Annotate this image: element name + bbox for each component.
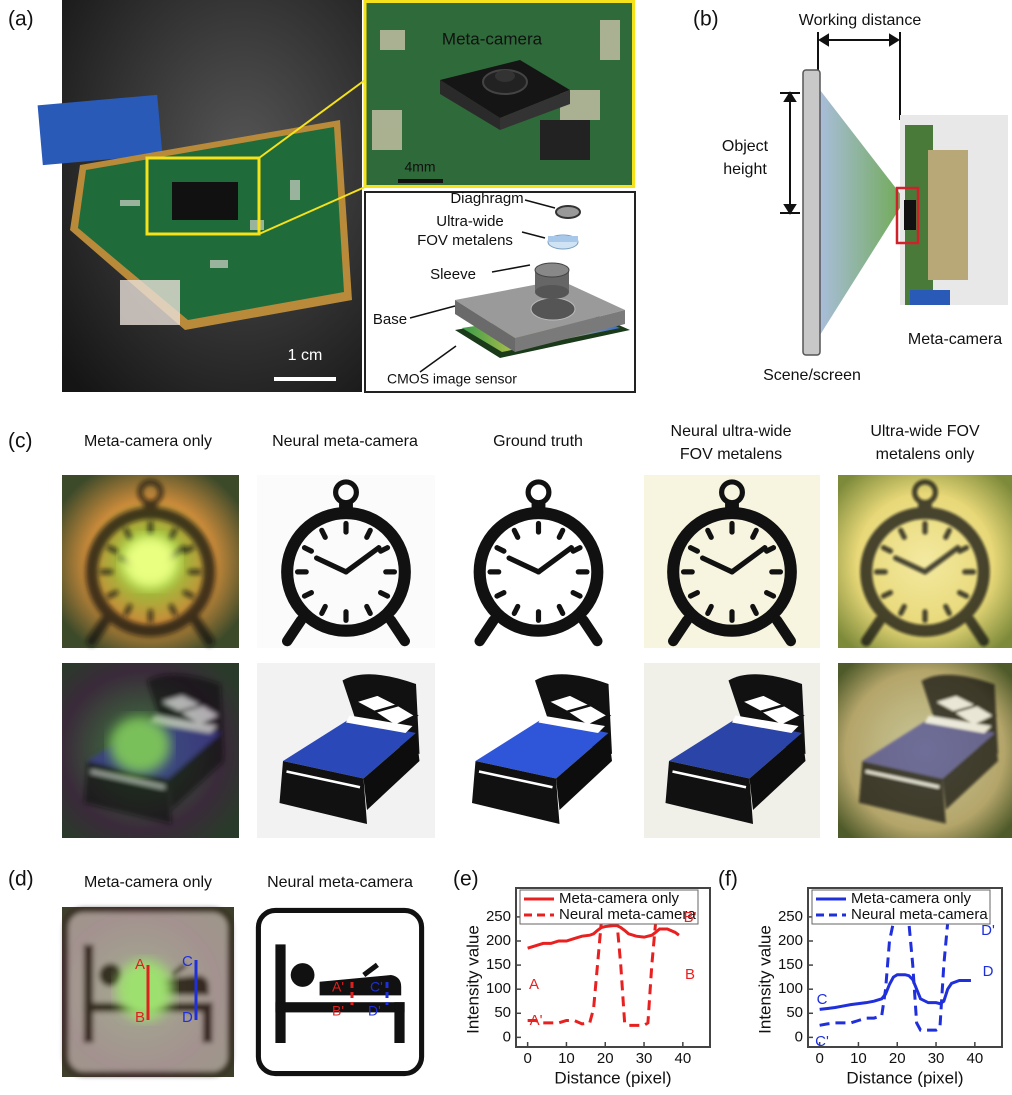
column-title: FOV metalens	[680, 446, 782, 463]
x-axis-label: Distance (pixel)	[554, 1068, 671, 1087]
y-tick-label: 150	[486, 956, 511, 973]
x-tick-label: 0	[523, 1050, 531, 1067]
panel-label: (b)	[693, 8, 719, 31]
x-axis-label: Distance (pixel)	[846, 1068, 963, 1087]
marker-label: C'	[370, 979, 383, 995]
data-line	[528, 922, 679, 1026]
y-tick-label: 50	[786, 1004, 803, 1021]
x-tick-label: 20	[889, 1050, 906, 1067]
height-label: Object	[722, 138, 769, 155]
marker-label: D	[182, 1009, 193, 1026]
part-label: FOV metalens	[417, 232, 513, 249]
scene-diagram	[780, 32, 1008, 355]
panel-label: (d)	[8, 868, 34, 891]
y-axis-label: Intensity value	[755, 925, 774, 1034]
screen-label: Scene/screen	[763, 367, 861, 384]
part-label: CMOS image sensor	[387, 371, 517, 387]
column-title: Ground truth	[493, 433, 583, 450]
column-title: Neural meta-camera	[267, 874, 413, 891]
y-tick-label: 0	[795, 1028, 803, 1045]
column-title: Meta-camera only	[84, 874, 212, 891]
distance-label: Working distance	[799, 12, 922, 29]
annotation: C'	[815, 1033, 829, 1050]
y-tick-label: 200	[486, 932, 511, 949]
inset-title: Meta-camera	[442, 29, 543, 48]
annotation: B'	[684, 909, 697, 926]
figure: (a) 1 cm Meta-camera 4mm Diaghragm Ultra…	[0, 0, 1012, 1095]
marker-label: A	[135, 956, 145, 973]
y-tick-label: 250	[486, 908, 511, 925]
scale-label: 1 cm	[288, 347, 323, 364]
x-tick-label: 10	[850, 1050, 867, 1067]
x-tick-label: 40	[966, 1050, 983, 1067]
part-label: Ultra-wide	[436, 213, 504, 230]
panel-label: (a)	[8, 8, 34, 31]
y-tick-label: 150	[778, 956, 803, 973]
part-label: Sleeve	[430, 266, 476, 283]
profile-images	[62, 907, 422, 1077]
panel-label: (f)	[718, 868, 738, 891]
panel-label: (e)	[453, 868, 479, 891]
legend-label: Neural meta-camera	[559, 906, 696, 923]
camera-label: Meta-camera	[908, 331, 1002, 348]
marker-label: B'	[332, 1003, 344, 1019]
y-tick-label: 100	[486, 980, 511, 997]
marker-label: B	[135, 1009, 145, 1026]
annotation: A'	[530, 1012, 543, 1029]
x-tick-label: 40	[674, 1050, 691, 1067]
annotation: B	[685, 966, 695, 983]
y-tick-label: 250	[778, 908, 803, 925]
x-tick-label: 20	[597, 1050, 614, 1067]
part-label: Base	[373, 311, 407, 328]
panel-label: (c)	[8, 430, 33, 453]
x-tick-label: 30	[928, 1050, 945, 1067]
column-title: metalens only	[876, 446, 975, 463]
column-title: Meta-camera only	[84, 433, 212, 450]
y-tick-label: 200	[778, 932, 803, 949]
y-tick-label: 50	[494, 1004, 511, 1021]
annotation: A	[529, 976, 539, 993]
x-tick-label: 0	[815, 1050, 823, 1067]
legend-label: Meta-camera only	[851, 890, 972, 907]
inset-scale: 4mm	[404, 159, 435, 175]
annotation: D'	[981, 922, 995, 939]
annotation: C	[817, 991, 828, 1008]
x-tick-label: 30	[636, 1050, 653, 1067]
y-tick-label: 0	[503, 1028, 511, 1045]
column-title: Ultra-wide FOV	[870, 423, 980, 440]
image-grid	[62, 475, 1012, 838]
y-axis-label: Intensity value	[463, 925, 482, 1034]
legend-label: Meta-camera only	[559, 890, 680, 907]
marker-label: C	[182, 953, 193, 970]
data-line	[820, 975, 971, 1010]
page: {"panel_labels": ["(a)", "(b)", "(c)", "…	[0, 0, 1012, 1095]
height-label: height	[723, 161, 767, 178]
column-title: Neural ultra-wide	[671, 423, 792, 440]
annotation: D	[983, 963, 994, 980]
legend-label: Neural meta-camera	[851, 906, 988, 923]
x-tick-label: 10	[558, 1050, 575, 1067]
marker-label: D'	[368, 1003, 381, 1019]
column-title: Neural meta-camera	[272, 433, 418, 450]
part-label: Diaghragm	[450, 190, 523, 207]
y-tick-label: 100	[778, 980, 803, 997]
marker-label: A'	[332, 979, 344, 995]
